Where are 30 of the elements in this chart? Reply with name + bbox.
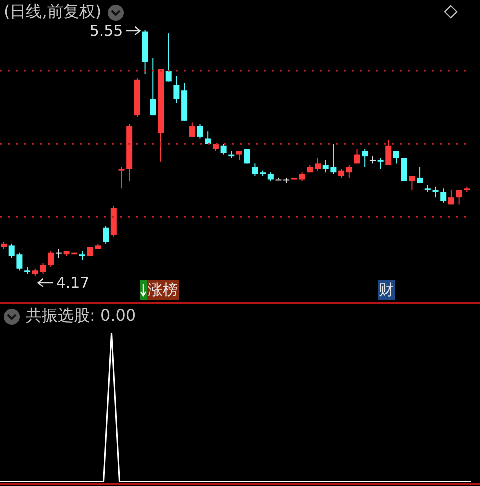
candlestick [118, 166, 125, 190]
candlestick [346, 164, 352, 178]
candlestick [417, 166, 424, 184]
annotation: 4.17 [56, 274, 90, 292]
text: 涨榜 [147, 280, 179, 300]
candlestick [409, 176, 416, 191]
candlestick [189, 122, 196, 138]
candlestick [205, 131, 212, 145]
candlestick [315, 158, 321, 172]
candlestick [354, 148, 360, 164]
candlestick [394, 150, 400, 164]
candlestick [40, 263, 46, 275]
candlestick [362, 148, 368, 168]
candlestick [174, 76, 180, 104]
candlestick [440, 188, 447, 204]
annotation: 5.55 [90, 22, 124, 40]
candlestick [448, 190, 454, 206]
candlestick [197, 124, 204, 140]
candlestick [166, 33, 172, 82]
candlestick [378, 158, 384, 170]
candlestick [48, 250, 54, 268]
candlestick [220, 144, 227, 156]
candlestick [252, 163, 258, 177]
candlestick [103, 226, 110, 244]
chart-title: (日线,前复权) [4, 2, 102, 23]
text: 财 [378, 280, 395, 300]
candlestick [150, 58, 156, 116]
candlestick [386, 140, 392, 166]
chart-title: 共振选股: 0.00 [26, 306, 136, 327]
candlestick [456, 190, 462, 206]
